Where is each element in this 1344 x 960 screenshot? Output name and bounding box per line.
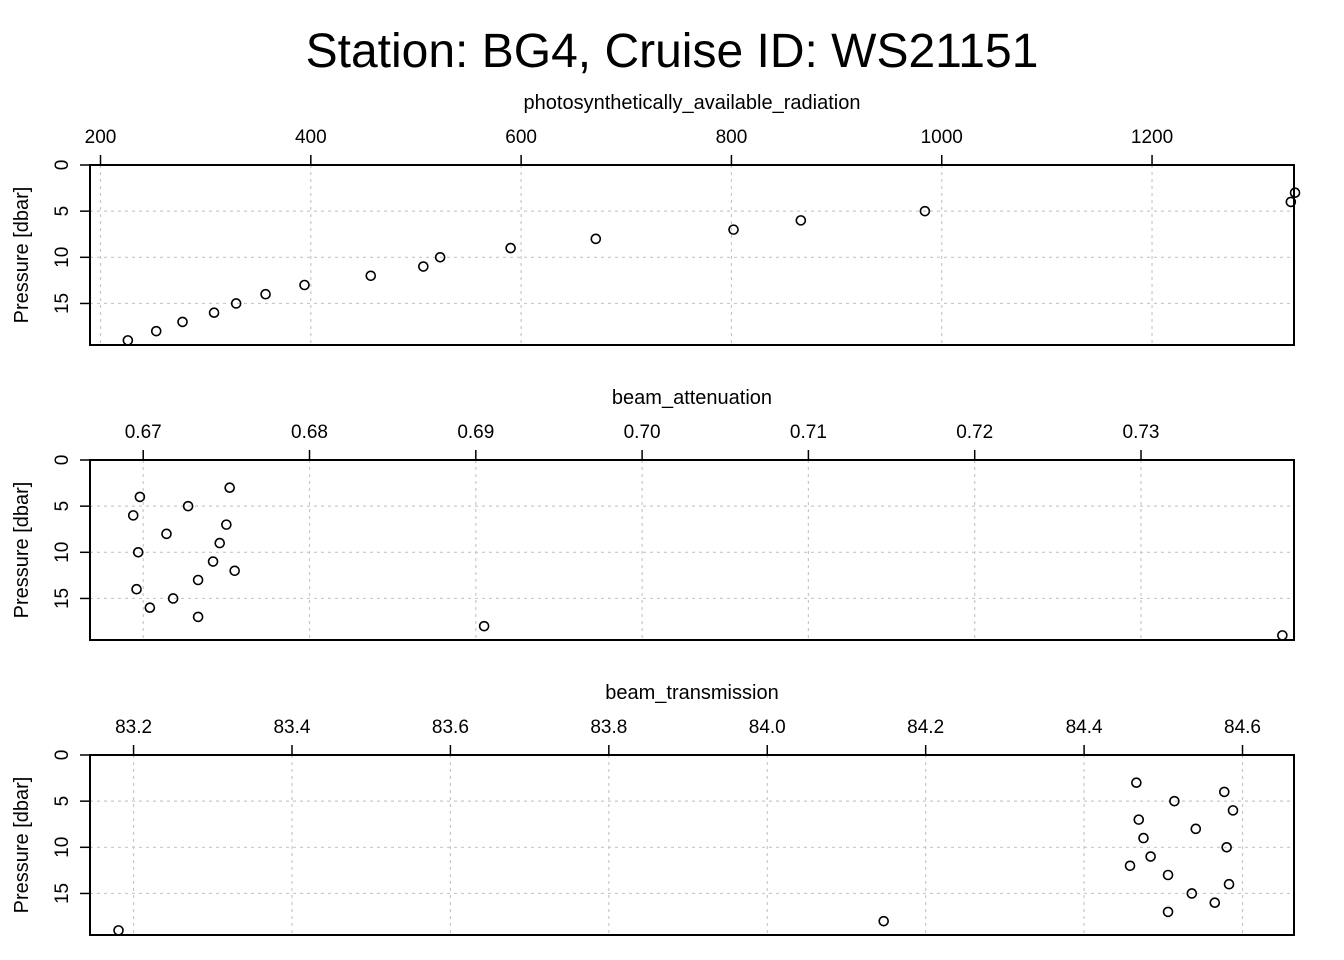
x-tick-label: 84.0 [749,717,786,738]
x-tick-label: 200 [85,127,117,148]
y-tick-label: 0 [52,160,73,171]
data-point [1209,897,1221,908]
y-tick-label: 10 [52,542,73,563]
data-point [192,611,204,623]
plot-frame [89,459,1295,641]
data-point [134,491,146,503]
data-point [113,925,124,936]
data-point [919,205,931,217]
data-point [299,279,310,291]
data-point [167,593,179,604]
x-tick-label: 84.6 [1224,717,1261,738]
y-tick-label: 5 [52,501,73,512]
data-point [132,547,144,558]
data-point [1186,888,1198,899]
panel-2: 0.67 0.68 0.69 0.70 0.71 0.72 0.73 beam_attenua… [11,387,1295,641]
x-tick-label: 0.68 [291,422,328,443]
data-point [1138,832,1149,844]
x-tick-label: 1200 [1131,127,1173,148]
panel-1: 200 400 600 800 1000 1200 photosynthetically_a… [11,92,1301,346]
y-axis-title: Pressure [dbar] [11,777,33,914]
y-tick-label: 0 [52,455,73,466]
y-tick-label: 10 [52,837,73,858]
data-point [505,242,516,254]
x-tick-label: 83.2 [115,717,152,738]
data-point [1227,805,1239,816]
data-point [1221,842,1232,853]
x-tick-label: 0.67 [125,422,162,443]
data-point [207,556,219,567]
x-axis-title: photosynthetically_available_radiation [524,92,861,114]
x-tick-label: 0.72 [956,422,993,443]
data-point [221,519,232,530]
y-tick-label: 10 [52,247,73,268]
data-point [418,261,429,272]
data-point [229,565,240,577]
x-tick-label: 400 [295,127,327,148]
data-point [878,915,889,927]
x-tick-label: 1000 [921,127,963,148]
panel-3: 83.2 83.4 83.6 83.8 84.0 84.2 84.4 84.6 beam_tra… [11,682,1295,936]
x-tick-label: 84.2 [907,717,944,738]
x-tick-label: 84.4 [1066,717,1103,738]
data-point [1169,795,1180,807]
x-tick-label: 83.8 [590,717,627,738]
x-axis-title: beam_attenuation [612,387,772,409]
page-title: Station: BG4, Cruise ID: WS21151 [305,25,1039,78]
data-point [127,510,139,521]
y-axis-title: Pressure [dbar] [11,187,33,324]
data-point [365,270,377,282]
data-point [208,307,220,318]
data-point [1218,786,1230,798]
y-tick-label: 5 [52,796,73,807]
data-point [1289,187,1301,198]
data-point [144,602,156,613]
data-point [230,298,242,309]
data-point [1124,860,1136,872]
data-point [795,215,807,226]
data-point [1223,878,1235,890]
y-tick-label: 15 [52,883,73,904]
data-point [161,528,172,540]
data-point [1162,869,1174,881]
data-point [1190,823,1202,835]
data-point [728,224,739,235]
y-tick-label: 5 [52,206,73,217]
data-point [1131,777,1142,788]
y-tick-label: 0 [52,750,73,761]
y-tick-label: 15 [52,588,73,609]
data-point [122,335,134,346]
data-point [1133,814,1145,825]
x-tick-label: 800 [716,127,748,148]
data-point [192,574,204,586]
data-point [214,537,226,549]
data-point [434,252,446,263]
data-point [1285,196,1297,208]
data-point [131,583,142,595]
plot-frame [89,754,1295,936]
data-point [590,233,602,245]
data-point [177,316,188,328]
y-tick-label: 15 [52,293,73,314]
x-tick-label: 0.70 [624,422,661,443]
data-point [260,288,271,300]
x-tick-label: 83.4 [273,717,310,738]
data-point [1277,630,1288,641]
y-axis-title: Pressure [dbar] [11,482,33,619]
data-point [478,620,490,632]
data-point [1145,851,1156,862]
x-axis-title: beam_transmission [605,682,778,704]
x-tick-label: 600 [505,127,537,148]
data-point [150,325,162,337]
plot-frame [89,164,1295,346]
data-point [1162,906,1174,918]
x-tick-label: 0.73 [1123,422,1160,443]
x-tick-label: 0.71 [790,422,827,443]
data-point [182,500,194,512]
x-tick-label: 83.6 [432,717,469,738]
x-tick-label: 0.69 [457,422,494,443]
data-point [224,482,235,493]
